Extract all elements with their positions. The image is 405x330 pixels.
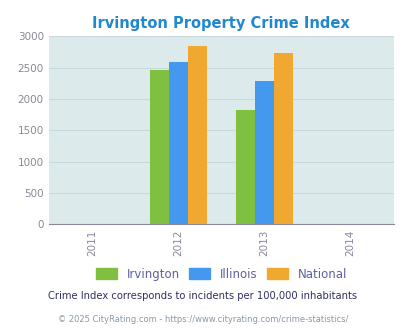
Bar <box>168 62 187 224</box>
Bar <box>187 46 206 224</box>
Bar <box>235 110 254 224</box>
Title: Irvington Property Crime Index: Irvington Property Crime Index <box>92 16 349 31</box>
Text: Crime Index corresponds to incidents per 100,000 inhabitants: Crime Index corresponds to incidents per… <box>48 291 357 301</box>
Legend: Irvington, Illinois, National: Irvington, Illinois, National <box>92 264 350 284</box>
Bar <box>254 82 273 224</box>
Bar <box>273 52 292 224</box>
Bar <box>149 70 168 224</box>
Text: © 2025 CityRating.com - https://www.cityrating.com/crime-statistics/: © 2025 CityRating.com - https://www.city… <box>58 315 347 324</box>
